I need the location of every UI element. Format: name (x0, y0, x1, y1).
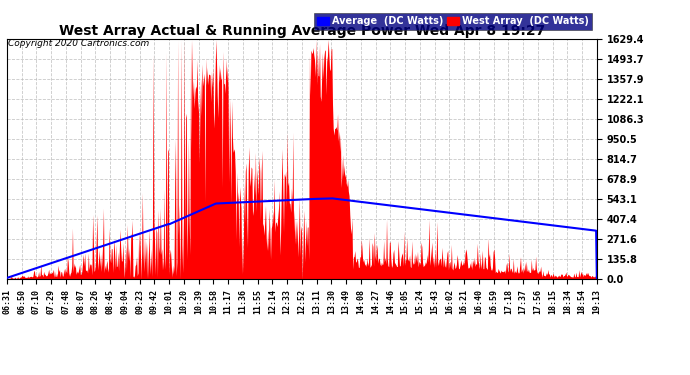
Legend: Average  (DC Watts), West Array  (DC Watts): Average (DC Watts), West Array (DC Watts… (314, 13, 592, 30)
Text: Copyright 2020 Cartronics.com: Copyright 2020 Cartronics.com (8, 39, 150, 48)
Title: West Array Actual & Running Average Power Wed Apr 8 19:27: West Array Actual & Running Average Powe… (59, 24, 545, 38)
